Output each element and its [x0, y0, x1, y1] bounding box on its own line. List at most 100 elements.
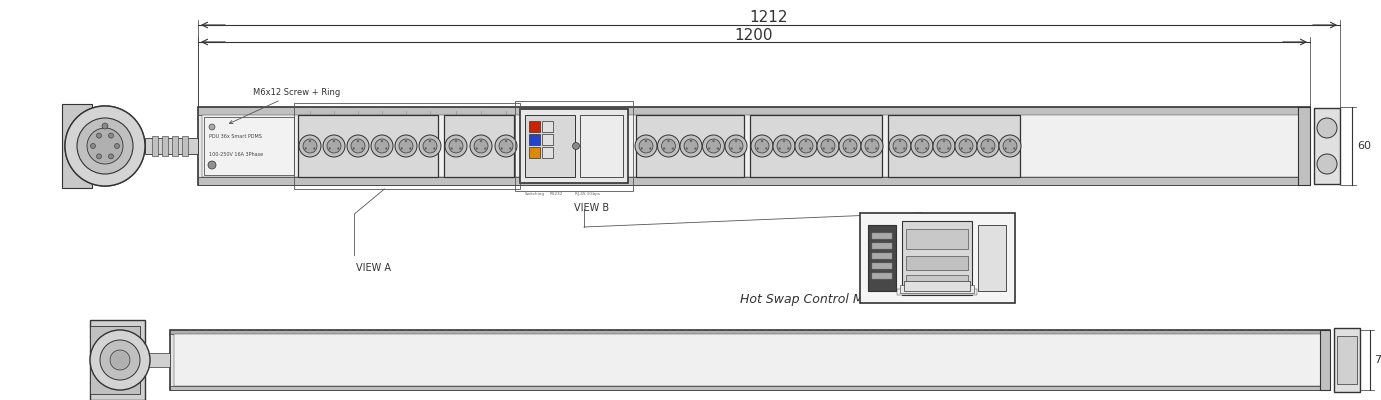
Bar — [294, 103, 521, 189]
Circle shape — [889, 135, 911, 157]
Circle shape — [689, 140, 692, 142]
Circle shape — [755, 139, 769, 153]
Circle shape — [90, 330, 151, 390]
Circle shape — [876, 147, 877, 150]
Circle shape — [795, 135, 818, 157]
Circle shape — [356, 140, 359, 142]
Circle shape — [939, 147, 940, 150]
Circle shape — [300, 135, 320, 157]
Circle shape — [304, 147, 307, 150]
Bar — [204, 117, 294, 175]
Circle shape — [475, 147, 478, 150]
Bar — [173, 136, 178, 156]
Circle shape — [903, 147, 906, 150]
Circle shape — [860, 135, 882, 157]
Circle shape — [899, 140, 902, 142]
Bar — [871, 273, 892, 279]
Circle shape — [960, 147, 963, 150]
Bar — [445, 115, 514, 177]
Bar — [1313, 108, 1340, 184]
Circle shape — [787, 147, 790, 150]
Text: 100-250V 16A 3Phase: 100-250V 16A 3Phase — [209, 152, 264, 156]
Bar — [174, 334, 1326, 386]
Circle shape — [424, 147, 427, 150]
Bar — [170, 330, 1330, 334]
Text: VIEW B: VIEW B — [574, 203, 609, 213]
Bar — [529, 147, 540, 158]
Circle shape — [911, 135, 934, 157]
Bar — [978, 225, 1005, 291]
Circle shape — [731, 147, 733, 150]
Circle shape — [805, 140, 808, 142]
Circle shape — [371, 135, 394, 157]
Bar — [871, 263, 892, 269]
Circle shape — [925, 147, 928, 150]
Circle shape — [981, 139, 994, 153]
Circle shape — [708, 147, 710, 150]
Bar — [860, 213, 1015, 303]
Circle shape — [725, 135, 747, 157]
Bar — [197, 107, 1311, 115]
Circle shape — [376, 139, 389, 153]
Circle shape — [110, 350, 130, 370]
Text: RS232: RS232 — [550, 192, 563, 196]
Bar — [170, 386, 1330, 390]
Circle shape — [209, 161, 215, 169]
Bar — [529, 134, 540, 145]
Circle shape — [635, 135, 657, 157]
Bar — [900, 285, 974, 293]
Circle shape — [943, 140, 945, 142]
Circle shape — [505, 140, 507, 142]
Bar — [529, 121, 540, 132]
Circle shape — [337, 147, 340, 150]
Bar — [152, 136, 157, 156]
Circle shape — [109, 133, 113, 138]
Circle shape — [713, 140, 715, 142]
Text: 1200: 1200 — [735, 28, 773, 42]
Bar — [202, 115, 1306, 177]
Circle shape — [751, 135, 773, 157]
Circle shape — [684, 139, 697, 153]
Bar — [145, 138, 197, 154]
Circle shape — [1014, 147, 1015, 150]
Circle shape — [663, 147, 666, 150]
Circle shape — [958, 139, 974, 153]
Circle shape — [327, 139, 341, 153]
Circle shape — [347, 135, 369, 157]
Circle shape — [115, 144, 120, 148]
Circle shape — [871, 140, 873, 142]
Text: 72: 72 — [1374, 355, 1381, 365]
Circle shape — [916, 139, 929, 153]
Circle shape — [976, 135, 998, 157]
Circle shape — [717, 147, 720, 150]
Bar — [905, 281, 969, 291]
Bar — [871, 253, 892, 259]
Circle shape — [823, 147, 824, 150]
Circle shape — [65, 106, 145, 186]
Circle shape — [302, 139, 318, 153]
Circle shape — [510, 147, 511, 150]
Bar — [145, 353, 170, 367]
Circle shape — [377, 147, 378, 150]
Circle shape — [360, 147, 363, 150]
Circle shape — [470, 135, 492, 157]
Bar — [637, 115, 744, 177]
Circle shape — [842, 139, 858, 153]
Bar — [906, 256, 968, 270]
Bar — [1337, 336, 1358, 384]
Text: RJ-45 1Gbps: RJ-45 1Gbps — [574, 192, 599, 196]
Circle shape — [707, 139, 721, 153]
Circle shape — [91, 144, 95, 148]
Bar — [898, 289, 976, 295]
Circle shape — [1004, 147, 1007, 150]
Circle shape — [65, 106, 145, 186]
Circle shape — [765, 147, 768, 150]
Circle shape — [965, 140, 967, 142]
Circle shape — [400, 147, 403, 150]
Circle shape — [639, 139, 653, 153]
Circle shape — [485, 147, 486, 150]
Circle shape — [895, 147, 896, 150]
Bar — [90, 320, 145, 400]
Circle shape — [1008, 140, 1011, 142]
Bar — [1320, 330, 1330, 390]
